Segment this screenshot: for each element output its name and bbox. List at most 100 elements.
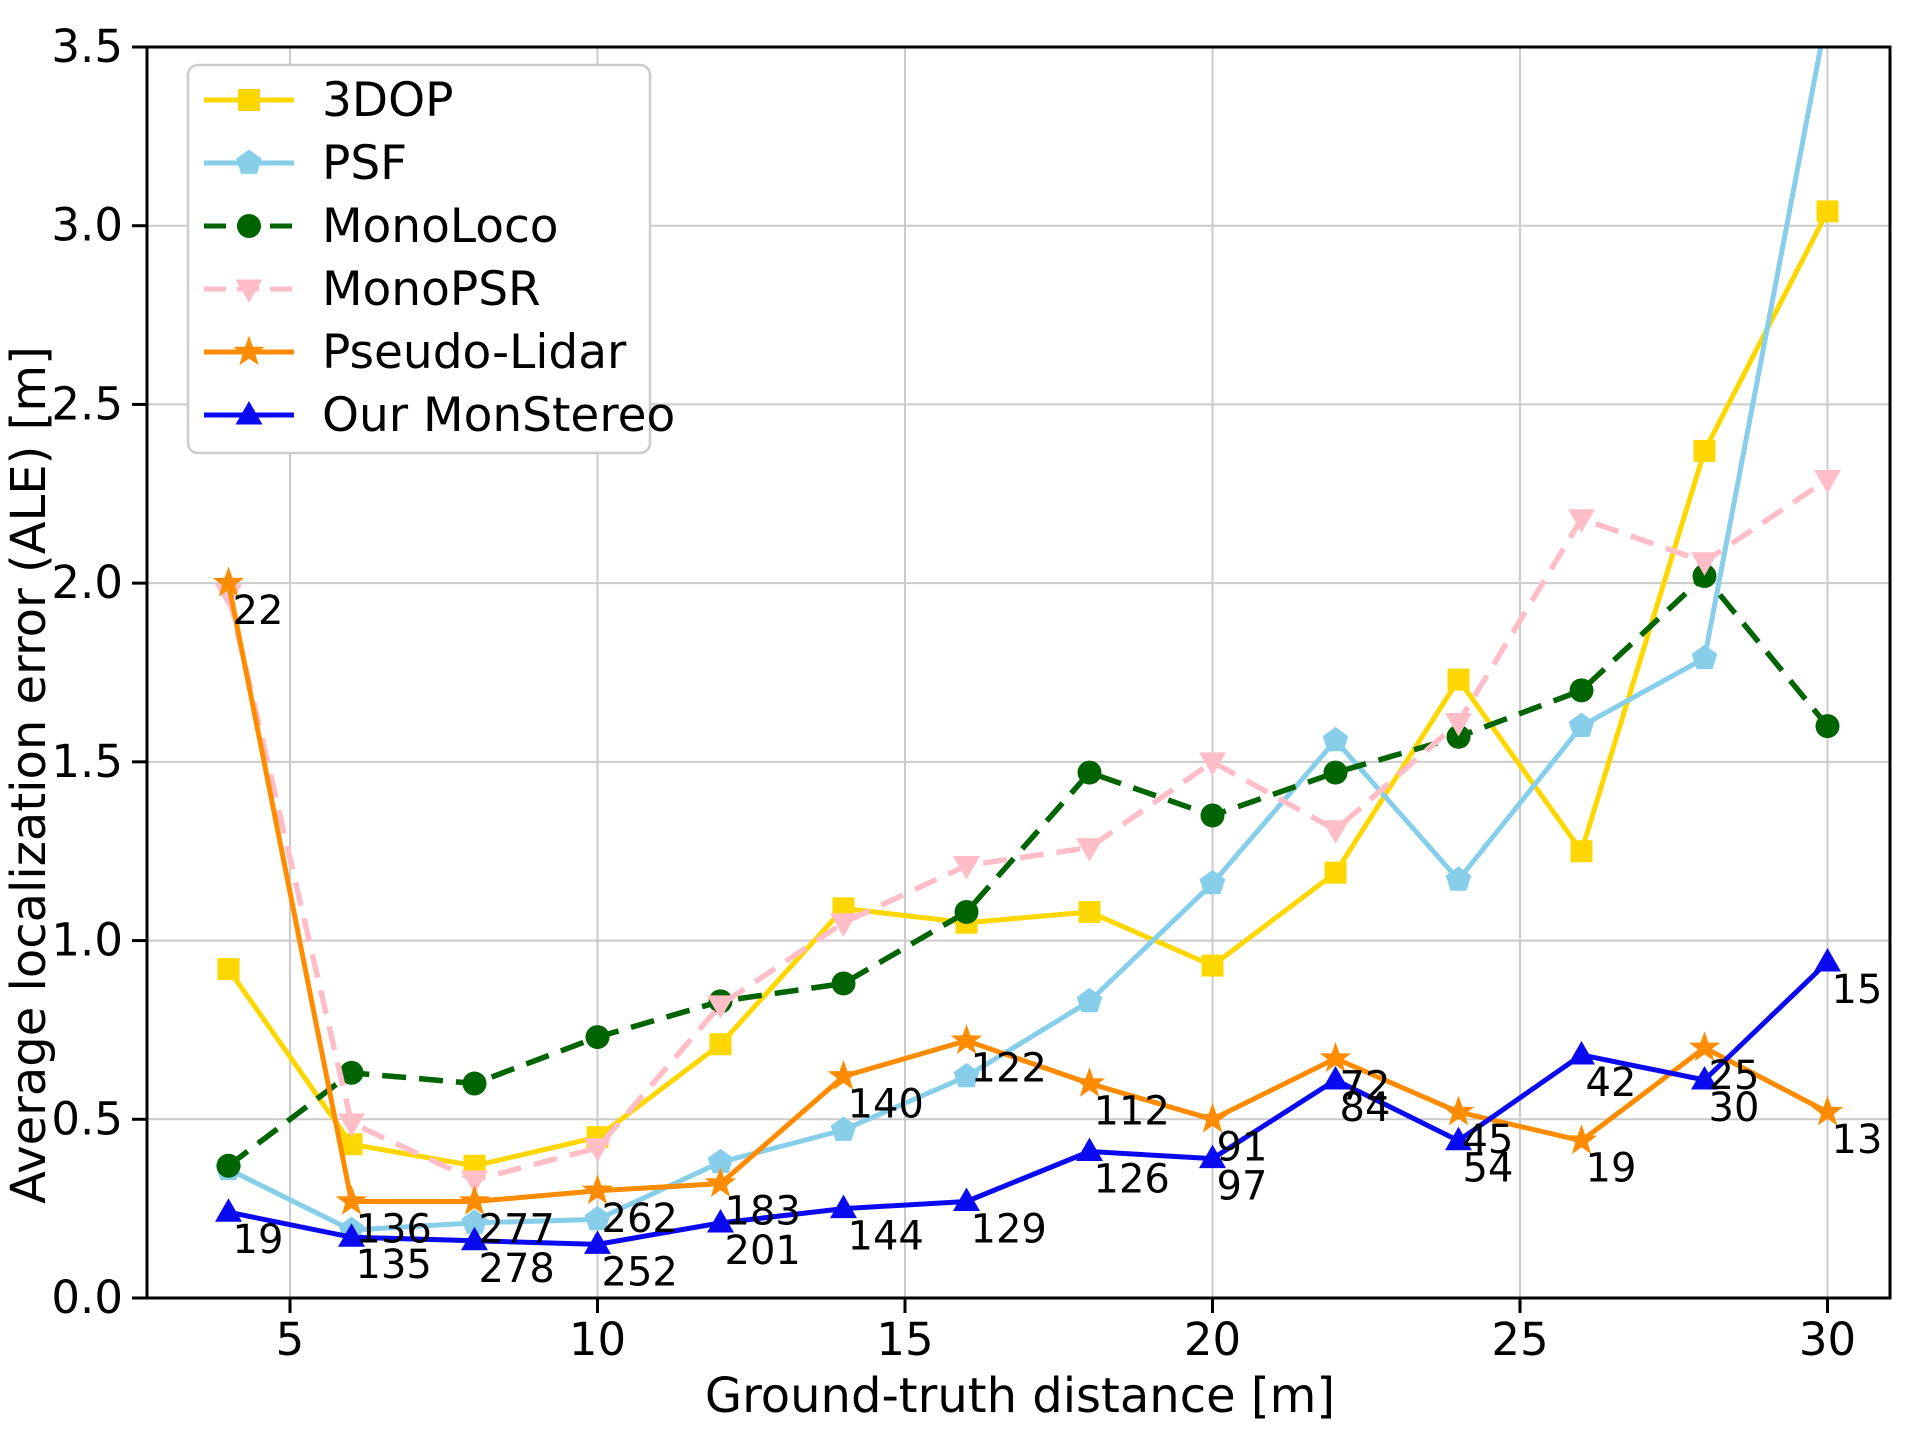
y-tick-label-0.0: 0.0 bbox=[51, 1271, 123, 1324]
plot-border bbox=[145, 45, 1892, 1300]
series-line-psf bbox=[227, 47, 1824, 1233]
psf-marker-16m bbox=[953, 1062, 980, 1088]
count-label-top-4m: 22 bbox=[233, 588, 284, 634]
x-tick-label-30: 30 bbox=[1799, 1313, 1856, 1366]
psf-marker-20m bbox=[1199, 869, 1226, 895]
legend-item-3dop: 3DOP bbox=[204, 73, 453, 128]
monopsr-marker-12m bbox=[707, 995, 734, 1019]
legend-label-psf: PSF bbox=[322, 136, 407, 191]
monopsr-marker-14m bbox=[830, 913, 857, 937]
count-label-top-12m: 183 bbox=[725, 1189, 801, 1235]
axis-ticks: 5 10 15 20 25 300.00.51.01.52.02.53.03.5 bbox=[51, 20, 1856, 1366]
count-label-bottom-30m: 13 bbox=[1832, 1117, 1883, 1163]
pseudo-lidar-marker-8m bbox=[458, 1185, 491, 1215]
pseudo-lidar-marker-6m bbox=[335, 1185, 368, 1215]
monoloco-marker-4m bbox=[216, 1153, 241, 1178]
legend-triangle-up-icon bbox=[235, 401, 263, 425]
series-pseudo-lidar bbox=[212, 566, 1844, 1215]
count-label-bottom-22m: 84 bbox=[1340, 1085, 1391, 1131]
pseudo-lidar-marker-14m bbox=[827, 1059, 860, 1090]
count-label-top-26m: 42 bbox=[1586, 1060, 1637, 1106]
count-label-bottom-6m: 135 bbox=[356, 1242, 432, 1288]
monoloco-marker-16m bbox=[954, 899, 979, 924]
monopsr-marker-8m bbox=[461, 1170, 488, 1195]
legend-circle-icon bbox=[237, 214, 261, 238]
count-label-top-30m: 15 bbox=[1832, 967, 1883, 1013]
legend-item-psf: PSF bbox=[204, 136, 407, 191]
x-tick-label-20: 20 bbox=[1184, 1313, 1241, 1366]
count-label-top-10m: 262 bbox=[602, 1196, 678, 1242]
monopsr-marker-16m bbox=[953, 856, 980, 880]
count-label-top-6m: 136 bbox=[356, 1206, 432, 1252]
legend: 3DOP PSF MonoLoco MonoPSR Pseudo-Lidar Our Mo… bbox=[186, 63, 675, 455]
our-monstereo-marker-16m bbox=[953, 1187, 980, 1211]
3dop-marker-20m bbox=[1201, 954, 1224, 977]
pseudo-lidar-marker-22m bbox=[1319, 1042, 1352, 1072]
our-monstereo-marker-28m bbox=[1691, 1065, 1718, 1090]
legend-item-monoloco: MonoLoco bbox=[204, 199, 559, 254]
our-monstereo-marker-24m bbox=[1445, 1126, 1472, 1151]
count-label-top-8m: 277 bbox=[479, 1206, 555, 1252]
series-line-monoloco bbox=[226, 573, 1830, 1168]
3dop-marker-22m bbox=[1324, 861, 1347, 884]
monoloco-marker-20m bbox=[1200, 803, 1225, 828]
y-tick-label-1.0: 1.0 bbox=[51, 914, 123, 967]
count-label-top-28m: 25 bbox=[1709, 1053, 1760, 1099]
count-label-top-22m: 72 bbox=[1340, 1064, 1391, 1110]
count-label-bottom-16m: 129 bbox=[971, 1206, 1047, 1252]
our-monstereo-marker-8m bbox=[461, 1226, 488, 1251]
pseudo-lidar-marker-24m bbox=[1442, 1095, 1475, 1126]
y-tick-label-2.0: 2.0 bbox=[51, 556, 123, 609]
y-tick-label-0.5: 0.5 bbox=[51, 1092, 123, 1145]
series-line-pseudo-lidar bbox=[226, 582, 1829, 1204]
legend-item-monopsr: MonoPSR bbox=[204, 262, 541, 317]
psf-marker-14m bbox=[830, 1116, 857, 1141]
series-line-monopsr bbox=[225, 477, 1830, 1183]
monopsr-marker-30m bbox=[1814, 469, 1841, 494]
legend-item-pseudo-lidar: Pseudo-Lidar bbox=[204, 325, 627, 380]
y-tick-label-2.5: 2.5 bbox=[51, 377, 123, 430]
count-label-top-24m: 45 bbox=[1463, 1117, 1514, 1163]
legend-label-our-monstereo: Our MonStereo bbox=[322, 388, 675, 443]
x-tick-label-10: 10 bbox=[569, 1313, 626, 1366]
data-series-layer bbox=[212, 47, 1844, 1254]
3dop-marker-6m bbox=[340, 1133, 363, 1156]
count-label-bottom-26m: 19 bbox=[1586, 1146, 1637, 1192]
legend-box bbox=[186, 63, 652, 455]
count-label-bottom-18m: 126 bbox=[1094, 1156, 1170, 1202]
monopsr-marker-22m bbox=[1322, 820, 1349, 844]
count-label-top-14m: 140 bbox=[848, 1081, 924, 1127]
series-line-3dop bbox=[226, 210, 1830, 1169]
legend-item-our-monstereo: Our MonStereo bbox=[204, 388, 675, 443]
count-label-bottom-4m: 19 bbox=[233, 1217, 284, 1263]
pseudo-lidar-marker-20m bbox=[1196, 1102, 1229, 1133]
monoloco-marker-18m bbox=[1077, 760, 1102, 785]
3dop-marker-4m bbox=[217, 958, 240, 981]
monopsr-marker-24m bbox=[1445, 713, 1472, 737]
psf-marker-10m bbox=[584, 1205, 611, 1231]
our-monstereo-marker-18m bbox=[1076, 1137, 1103, 1161]
legend-triangle-down-icon bbox=[235, 279, 263, 303]
monopsr-marker-10m bbox=[584, 1138, 611, 1162]
pseudo-lidar-marker-10m bbox=[581, 1174, 614, 1205]
monopsr-marker-26m bbox=[1568, 509, 1595, 533]
our-monstereo-marker-14m bbox=[830, 1194, 857, 1219]
count-label-bottom-12m: 201 bbox=[725, 1228, 801, 1274]
pseudo-lidar-marker-18m bbox=[1073, 1067, 1106, 1097]
psf-marker-8m bbox=[461, 1209, 488, 1234]
pseudo-lidar-marker-26m bbox=[1565, 1124, 1598, 1155]
y-tick-label-1.5: 1.5 bbox=[51, 735, 123, 788]
monoloco-marker-24m bbox=[1446, 724, 1471, 749]
x-axis-label: Ground-truth distance [m] bbox=[705, 1368, 1335, 1424]
our-monstereo-marker-4m bbox=[215, 1198, 242, 1222]
monopsr-marker-6m bbox=[338, 1113, 365, 1137]
count-label-top-20m: 91 bbox=[1217, 1124, 1268, 1170]
3dop-marker-12m bbox=[709, 1033, 732, 1056]
our-monstereo-marker-6m bbox=[338, 1223, 365, 1247]
count-label-bottom-20m: 97 bbox=[1217, 1164, 1268, 1210]
pseudo-lidar-marker-16m bbox=[950, 1024, 983, 1054]
3dop-marker-24m bbox=[1447, 668, 1470, 691]
psf-marker-24m bbox=[1445, 866, 1472, 891]
